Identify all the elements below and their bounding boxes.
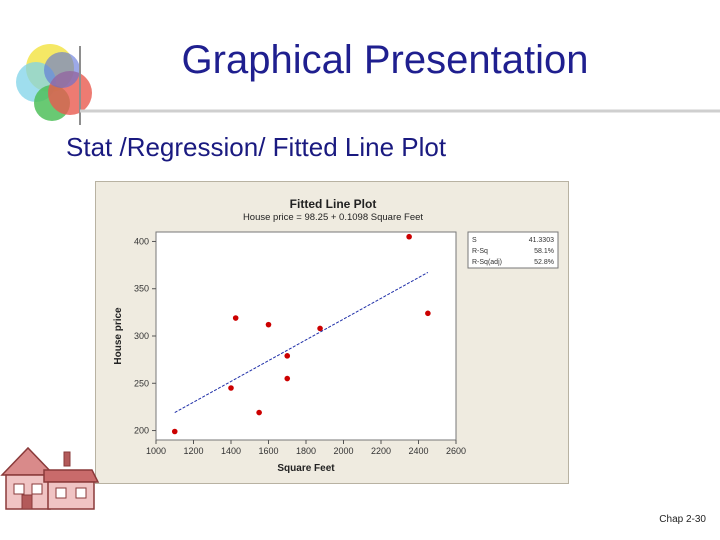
y-tick-label: 400 <box>134 236 149 246</box>
chart-panel: Fitted Line Plot House price = 98.25 + 0… <box>95 181 569 484</box>
x-tick-label: 2600 <box>446 446 466 456</box>
data-point <box>406 233 412 240</box>
data-point <box>284 353 291 359</box>
stat-value: 58.1% <box>534 248 554 255</box>
y-tick-label: 300 <box>134 331 149 341</box>
decorative-circles-logo <box>16 44 92 125</box>
x-tick-label: 1000 <box>146 446 166 456</box>
data-point <box>284 375 291 382</box>
plot-area <box>155 231 457 441</box>
house-clipart <box>0 446 100 510</box>
y-tick-label: 200 <box>134 426 149 436</box>
stat-label: S <box>472 237 477 244</box>
fitted-regression-line <box>174 271 429 413</box>
y-tick-label: 350 <box>134 284 149 294</box>
chart-title: Fitted Line Plot <box>290 197 377 211</box>
x-tick-label: 2000 <box>333 446 353 456</box>
data-point <box>171 428 178 435</box>
data-point <box>228 385 234 391</box>
slide-number: Chap 2-30 <box>659 514 706 525</box>
chart-subtitle: House price = 98.25 + 0.1098 Square Feet <box>243 212 423 223</box>
x-tick-label: 2400 <box>408 446 428 456</box>
x-axis-label: Square Feet <box>277 463 335 474</box>
fitted-line-plot: Fitted Line Plot House price = 98.25 + 0… <box>113 197 559 474</box>
stat-value: 41.3303 <box>529 237 554 244</box>
data-point <box>425 310 431 317</box>
data-point <box>317 325 323 332</box>
x-tick-label: 1400 <box>221 446 241 456</box>
y-tick-label: 250 <box>134 378 149 388</box>
slide-subtitle: Stat /Regression/ Fitted Line Plot <box>66 132 447 162</box>
x-tick-label: 1600 <box>258 446 278 456</box>
x-tick-label: 1800 <box>296 446 316 456</box>
stat-value: 52.8% <box>534 259 554 266</box>
x-tick-label: 2200 <box>371 446 391 456</box>
slide-title: Graphical Presentation <box>181 38 589 82</box>
data-point <box>265 321 272 328</box>
data-point <box>256 409 262 416</box>
stat-label: R-Sq(adj) <box>472 259 502 266</box>
y-axis-label: House price <box>113 307 124 365</box>
x-tick-label: 1200 <box>183 446 203 456</box>
data-point <box>232 315 239 321</box>
stat-label: R-Sq <box>472 248 488 255</box>
stats-box: S 41.3303 R-Sq 58.1% R-Sq(adj) 52.8% <box>467 231 559 269</box>
